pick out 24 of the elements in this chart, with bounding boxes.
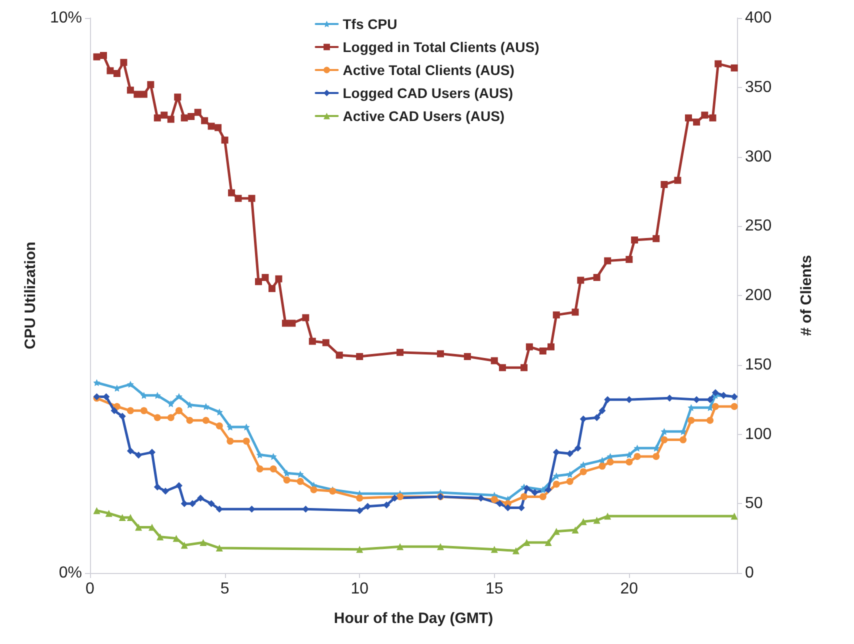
y2-tick-label: 200 bbox=[745, 287, 772, 304]
y2-tick-label: 350 bbox=[745, 78, 772, 96]
legend-label: Active Total Clients (AUS) bbox=[342, 62, 514, 78]
x-tick-label: 10 bbox=[350, 580, 369, 598]
legend-label: Logged in Total Clients (AUS) bbox=[342, 39, 540, 55]
legend-label: Active CAD Users (AUS) bbox=[342, 108, 505, 124]
x-tick-label: 20 bbox=[620, 580, 638, 598]
x-axis-title: Hour of the Day (GMT) bbox=[334, 610, 494, 627]
y2-tick-label: 50 bbox=[745, 495, 763, 512]
y2-tick-label: 100 bbox=[745, 426, 772, 443]
y2-axis-title: # of Clients bbox=[798, 255, 815, 336]
y2-tick-label: 400 bbox=[745, 10, 772, 26]
x-tick-label: 15 bbox=[485, 580, 504, 598]
y-axis-title: CPU Utilization bbox=[22, 242, 39, 350]
legend-label: Logged CAD Users (AUS) bbox=[342, 85, 514, 101]
legend-label: Tfs CPU bbox=[342, 16, 398, 32]
y2-tick-label: 150 bbox=[745, 356, 772, 374]
y-tick-label: 0% bbox=[58, 564, 82, 582]
x-tick-label: 0 bbox=[86, 580, 95, 598]
x-tick-label: 5 bbox=[220, 580, 230, 598]
y-tick-label: 10% bbox=[50, 10, 82, 26]
y2-tick-label: 300 bbox=[745, 148, 772, 166]
y2-tick-label: 250 bbox=[745, 218, 772, 235]
y2-tick-label: 0 bbox=[745, 564, 754, 582]
